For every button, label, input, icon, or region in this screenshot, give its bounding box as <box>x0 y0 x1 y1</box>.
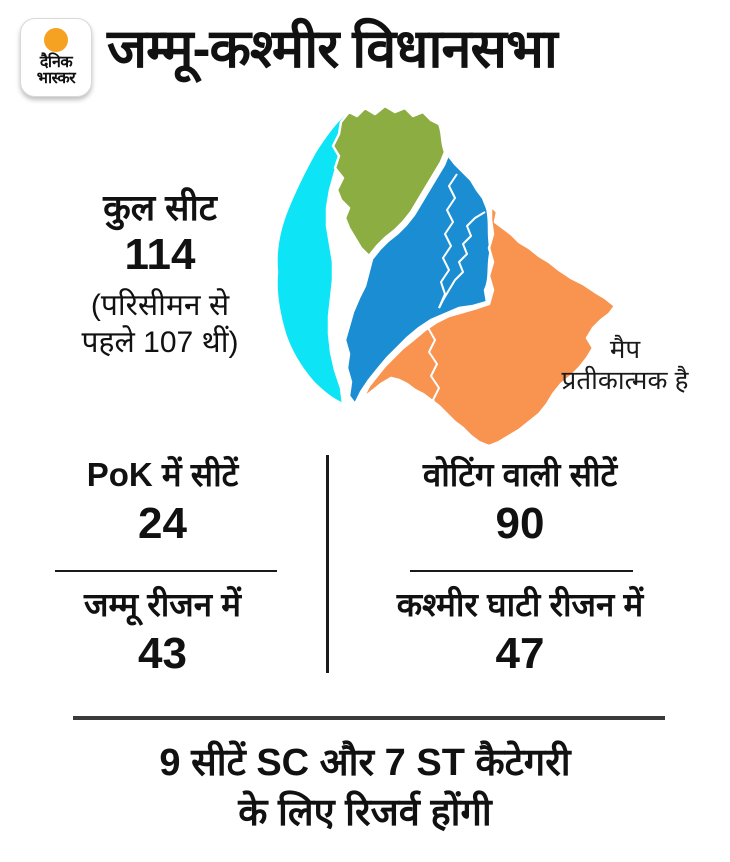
stat-pok-seats: PoK में सीटें 24 <box>35 455 290 549</box>
total-seats-note-line1: (परिसीमन से <box>90 288 230 322</box>
map-region-pok <box>275 108 359 406</box>
total-seats-label: कुल सीट <box>103 187 217 228</box>
sun-dot-icon <box>44 27 68 52</box>
logo-text-line1: दैनिक <box>39 53 73 71</box>
district-border-line <box>438 173 458 309</box>
map-disclaimer-line1: मैप <box>609 334 641 364</box>
stat-value: 43 <box>138 628 187 678</box>
total-seats-note-line2: पहले 107 थीं) <box>81 325 239 359</box>
district-border-line <box>426 325 444 435</box>
divider-right <box>410 570 633 572</box>
stat-voting-seats: वोटिंग वाली सीटें 90 <box>370 455 670 549</box>
divider-left <box>55 570 277 572</box>
stat-label: कश्मीर घाटी रीजन में <box>396 586 644 623</box>
jammu-kashmir-map <box>253 100 621 452</box>
page-title: जम्मू-कश्मीर विधानसभा <box>107 19 558 79</box>
footer-rule <box>73 716 665 720</box>
total-seats-note: (परिसीमन से पहले 107 थीं) <box>35 288 285 361</box>
divider-vertical <box>326 455 329 673</box>
stat-kashmir-valley-region: कश्मीर घाटी रीजन में 47 <box>352 585 688 679</box>
total-seats-value: 114 <box>124 230 196 280</box>
stat-label: जम्मू रीजन में <box>83 586 241 623</box>
logo-text-line2: भास्कर <box>36 70 76 87</box>
district-border-line <box>438 211 486 309</box>
total-seats-block: कुल सीट 114 (परिसीमन से पहले 107 थीं) <box>35 186 285 361</box>
stat-jammu-region: जम्मू रीजन में 43 <box>35 585 290 679</box>
footer-note: 9 सीटें SC और 7 ST कैटेगरी के लिए रिजर्व… <box>0 738 730 838</box>
map-disclaimer: मैप प्रतीकात्मक है <box>520 334 730 395</box>
footer-note-line1: 9 सीटें SC और 7 ST कैटेगरी <box>159 742 571 784</box>
stat-value: 24 <box>138 498 187 548</box>
dainik-bhaskar-logo: दैनिक भास्कर <box>20 18 92 97</box>
stat-label: वोटिंग वाली सीटें <box>422 456 618 493</box>
map-region-kashmir-valley <box>343 153 493 406</box>
stat-value: 47 <box>495 628 545 678</box>
footer-note-line2: के लिए रिजर्व होंगी <box>238 792 492 835</box>
map-region-jammu <box>361 204 617 448</box>
stat-value: 90 <box>495 498 545 548</box>
map-region-north <box>331 104 447 258</box>
stat-label: PoK में सीटें <box>86 456 239 493</box>
map-disclaimer-line2: प्रतीकात्मक है <box>561 364 689 395</box>
